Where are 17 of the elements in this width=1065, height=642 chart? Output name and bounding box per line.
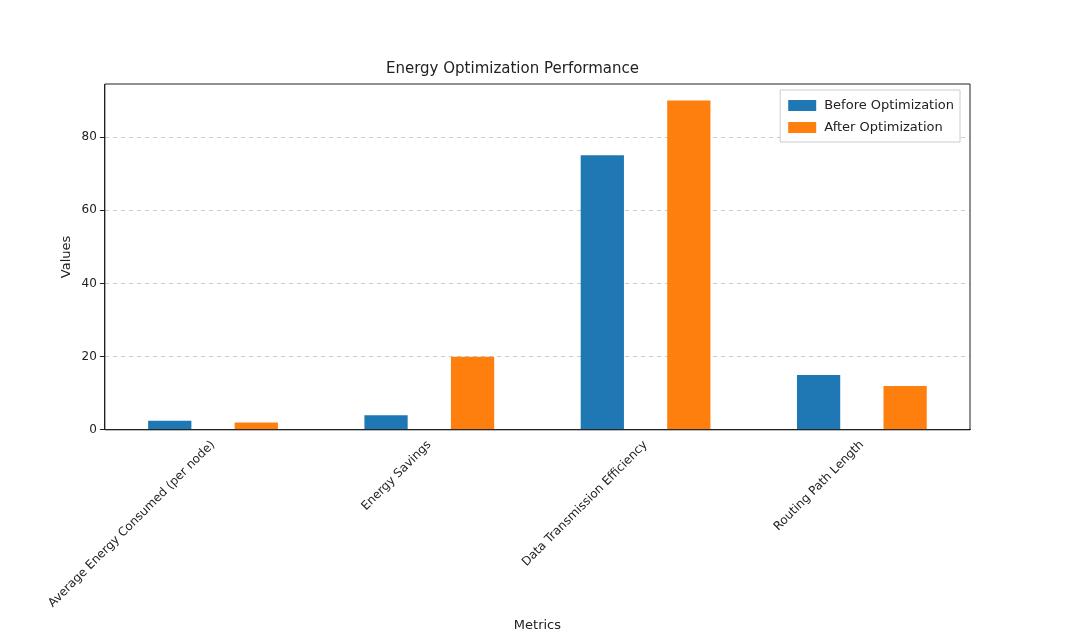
y-axis-title: Values: [58, 235, 74, 279]
bar: [883, 385, 927, 430]
legend-label: Before Optimization: [824, 97, 954, 113]
bar: [148, 420, 192, 430]
chart-title: Energy Optimization Performance: [385, 58, 640, 77]
bar: [450, 356, 495, 430]
bar: [580, 155, 624, 430]
y-tick-label: 40: [81, 275, 97, 290]
y-tick-label: 80: [81, 129, 97, 144]
y-tick-label: 0: [89, 421, 97, 436]
y-tick-label: 60: [81, 202, 97, 217]
bar: [364, 415, 408, 430]
bar: [667, 100, 711, 430]
legend-label: After Optimization: [824, 119, 943, 135]
bar: [796, 374, 841, 430]
y-tick-label: 20: [81, 348, 97, 363]
x-axis-title: Metrics: [513, 616, 562, 632]
